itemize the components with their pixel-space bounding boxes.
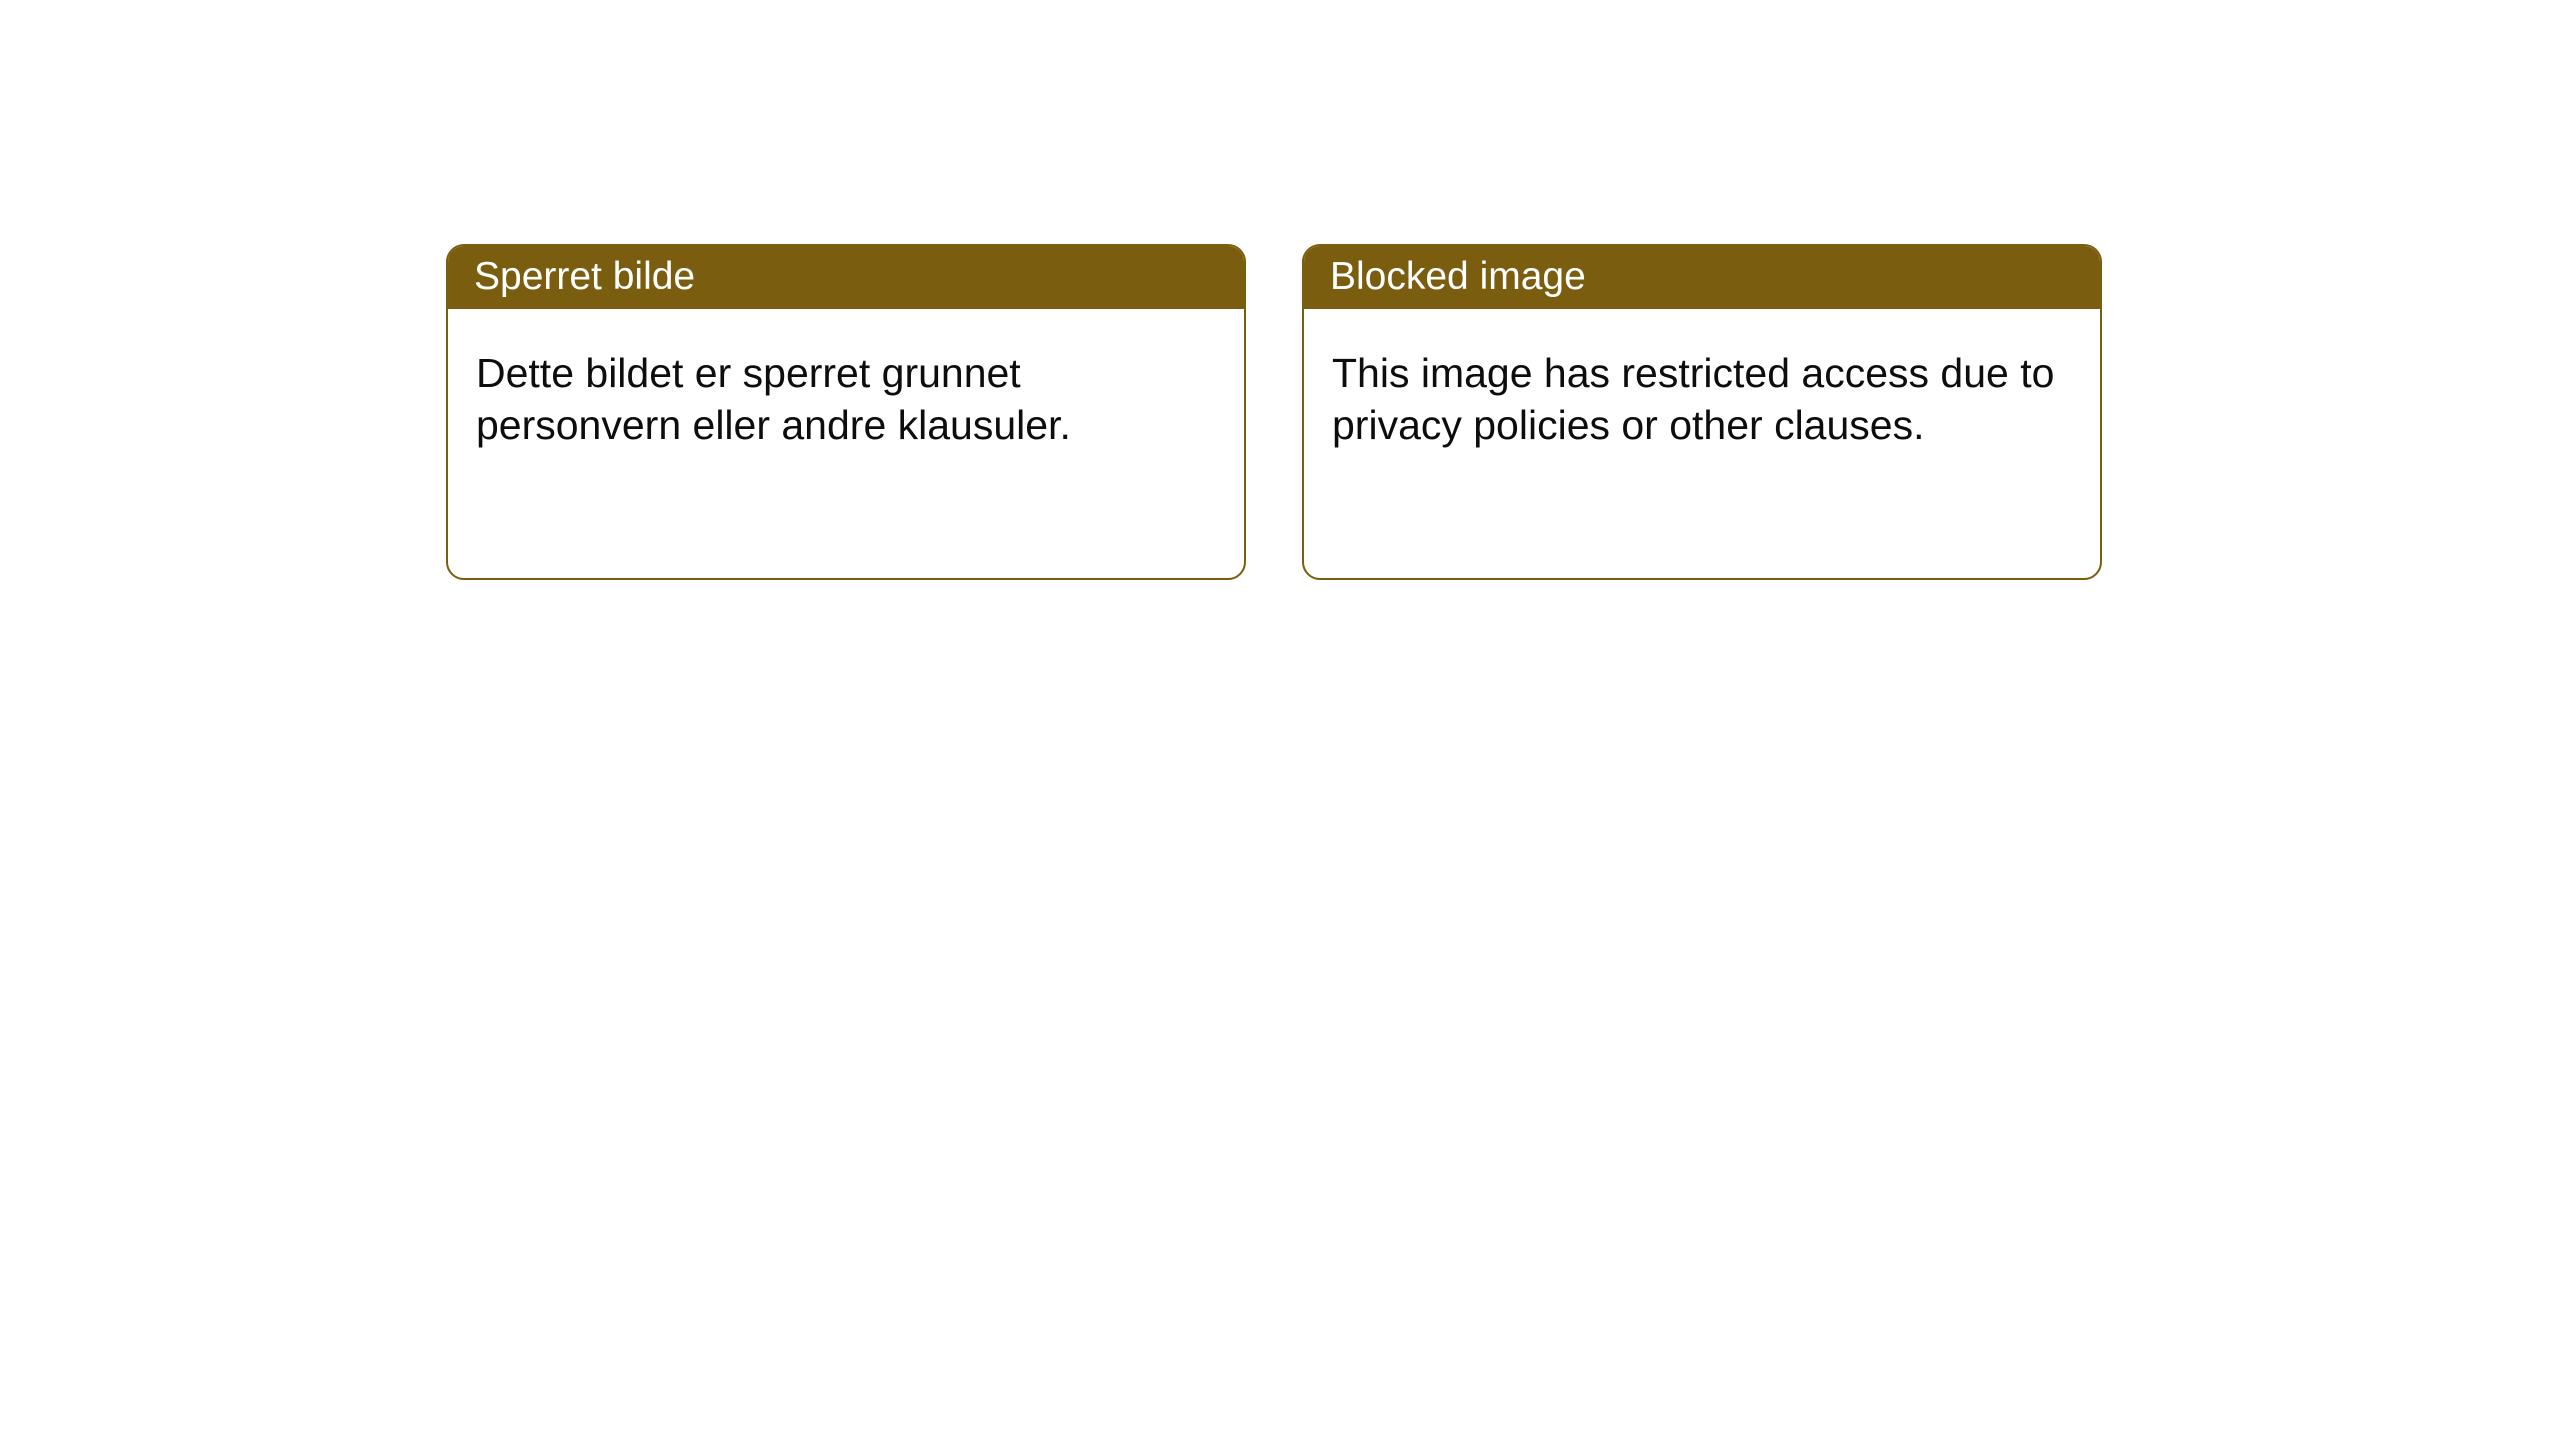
notice-body: Dette bildet er sperret grunnet personve…	[448, 309, 1244, 490]
notice-body: This image has restricted access due to …	[1304, 309, 2100, 490]
notice-header: Sperret bilde	[448, 246, 1244, 309]
notice-card-norwegian: Sperret bilde Dette bildet er sperret gr…	[446, 244, 1246, 580]
notice-container: Sperret bilde Dette bildet er sperret gr…	[0, 0, 2560, 580]
notice-card-english: Blocked image This image has restricted …	[1302, 244, 2102, 580]
notice-header: Blocked image	[1304, 246, 2100, 309]
